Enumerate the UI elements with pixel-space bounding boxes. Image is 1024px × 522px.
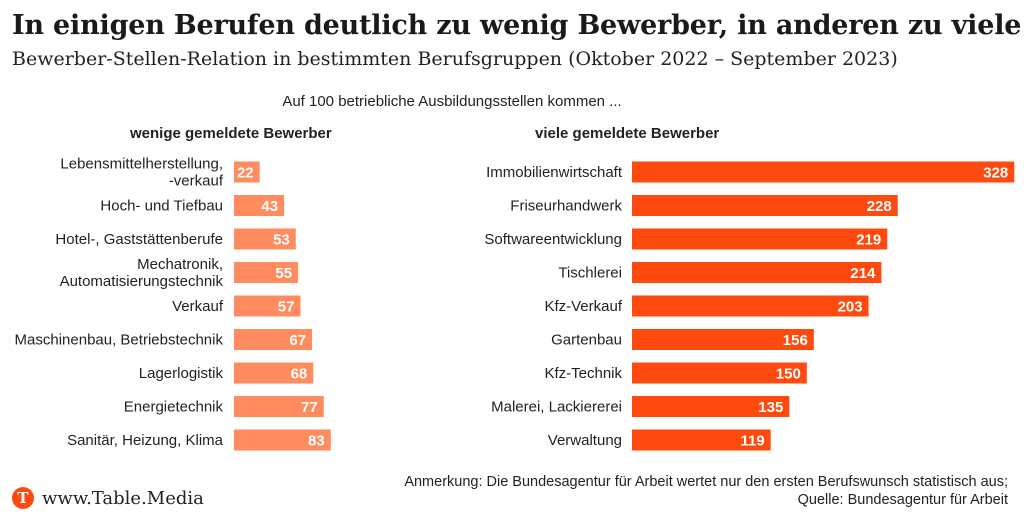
left-category-label-6: Lagerlogistik [139, 365, 224, 382]
right-category-label-7: Malerei, Lackiererei [491, 399, 622, 416]
left-value-label-0: 22 [237, 165, 254, 182]
footnote-source: Quelle: Bundesagentur für Arbeit [797, 492, 1008, 508]
right-value-label-4: 203 [838, 299, 863, 316]
right-bar-2 [632, 228, 888, 250]
left-category-label-3: Mechatronik, Automatisierungstechnik [60, 256, 224, 290]
left-panel-title: wenige gemeldete Bewerber [130, 125, 332, 142]
right-bar-1 [632, 195, 898, 216]
right-category-label-0: Immobilienwirtschaft [486, 164, 623, 181]
left-value-label-2: 53 [273, 232, 290, 249]
right-value-label-5: 156 [783, 332, 808, 349]
left-category-label-0: Lebensmittelherstellung, -verkauf [60, 156, 223, 190]
left-bar-1 [234, 195, 285, 216]
right-category-label-2: Softwareentwicklung [484, 231, 622, 248]
left-category-label-2: Hotel-, Gaststättenberufe [55, 231, 223, 248]
left-value-label-7: 77 [301, 399, 318, 416]
right-panel-title: viele gemeldete Bewerber [535, 125, 720, 142]
right-value-label-6: 150 [776, 366, 801, 383]
left-category-label-1: Hoch- und Tiefbau [100, 198, 223, 215]
right-bar-5 [632, 329, 814, 350]
right-bar-7 [632, 396, 790, 417]
left-category-label-4: Verkauf [172, 298, 224, 315]
left-value-label-3: 55 [275, 265, 292, 282]
left-value-label-5: 67 [289, 332, 306, 349]
left-bar-4 [234, 295, 301, 317]
right-value-label-2: 219 [856, 232, 881, 249]
left-value-label-8: 83 [308, 433, 325, 450]
chart-intro: Auf 100 betriebliche Ausbildungsstellen … [282, 93, 622, 110]
left-bar-0 [234, 161, 260, 183]
left-bar-3 [234, 262, 299, 283]
right-category-label-3: Tischlerei [558, 265, 622, 282]
right-category-label-6: Kfz-Technik [544, 365, 622, 382]
right-bar-0 [632, 161, 1015, 183]
right-category-label-1: Friseurhandwerk [510, 198, 622, 215]
right-bar-8 [632, 429, 771, 451]
left-value-label-4: 57 [278, 299, 295, 316]
left-bar-5 [234, 329, 313, 350]
right-value-label-8: 119 [740, 433, 764, 450]
left-bar-7 [234, 396, 324, 417]
right-bar-3 [632, 262, 882, 283]
chart-subtitle: Bewerber-Stellen-Relation in bestimmten … [12, 48, 898, 70]
footnote: Anmerkung: Die Bundesagentur für Arbeit … [404, 473, 1008, 509]
right-bar-6 [632, 362, 807, 384]
right-category-label-4: Kfz-Verkauf [544, 298, 622, 315]
left-bar-6 [234, 362, 314, 384]
right-value-label-0: 328 [983, 165, 1008, 182]
chart-title: In einigen Berufen deutlich zu wenig Bew… [12, 10, 1022, 41]
table-media-logo-icon: T [12, 487, 34, 509]
left-value-label-1: 43 [261, 198, 278, 215]
left-category-label-5: Maschinenbau, Betriebstechnik [15, 332, 224, 349]
left-bar-2 [234, 228, 296, 250]
right-value-label-7: 135 [758, 399, 783, 416]
right-bar-4 [632, 295, 869, 317]
left-category-label-7: Energietechnik [124, 399, 224, 416]
right-value-label-1: 228 [867, 198, 892, 215]
left-value-label-6: 68 [291, 366, 308, 383]
left-bar-8 [234, 429, 331, 451]
brand: T www.Table.Media [12, 487, 204, 509]
left-category-label-8: Sanitär, Heizung, Klima [67, 432, 224, 449]
right-value-label-3: 214 [850, 265, 876, 282]
right-category-label-8: Verwaltung [548, 432, 622, 449]
footnote-remark: Anmerkung: Die Bundesagentur für Arbeit … [404, 474, 1008, 490]
right-category-label-5: Gartenbau [551, 332, 622, 349]
brand-url: www.Table.Media [42, 487, 204, 509]
